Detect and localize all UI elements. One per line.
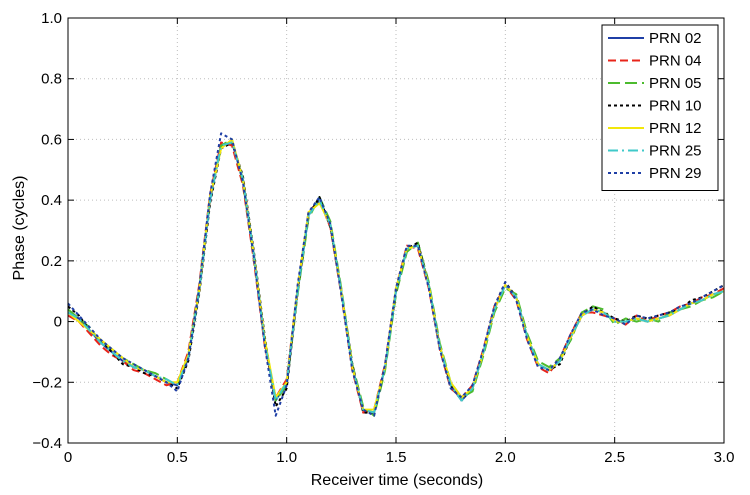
x-tick-label: 2.0: [495, 449, 516, 466]
y-axis-label: Phase (cycles): [11, 176, 28, 281]
x-tick-label: 1.0: [276, 449, 297, 466]
y-tick-label: 0.4: [41, 192, 62, 209]
y-tick-label: 0.2: [41, 253, 62, 270]
x-tick-label: 0: [64, 449, 72, 466]
y-tick-label: 0: [54, 314, 62, 331]
legend-label: PRN 04: [649, 53, 702, 70]
legend-label: PRN 02: [649, 30, 702, 47]
legend-box: [601, 24, 719, 191]
x-tick-label: 0.5: [167, 449, 188, 466]
ticks: 0 0.5 1.0 1.5 2.0 2.5 3.0 −0.4 −0.2 0 0.2 0.4 0.6 0.8…: [32, 10, 734, 466]
legend-label: PRN 05: [649, 75, 702, 92]
y-tick-label: 0.8: [41, 71, 62, 88]
series-layer: [67, 132, 725, 417]
y-tick-label: −0.4: [32, 435, 62, 452]
y-tick-label: −0.2: [32, 374, 62, 391]
x-tick-label: 1.5: [386, 449, 407, 466]
legend-label: PRN 29: [649, 165, 702, 182]
legend-label: PRN 25: [649, 143, 702, 160]
legend-label: PRN 10: [649, 98, 702, 115]
y-tick-label: 1.0: [41, 10, 62, 27]
y-tick-label: 0.6: [41, 131, 62, 148]
x-tick-label: 3.0: [714, 449, 735, 466]
legend: PRN 02 PRN 04 PRN 05 PRN 10 PRN 12 PRN 25 PRN …: [601, 24, 719, 191]
legend-label: PRN 12: [649, 120, 702, 137]
x-axis-label: Receiver time (seconds): [311, 472, 484, 489]
x-tick-label: 2.5: [604, 449, 625, 466]
